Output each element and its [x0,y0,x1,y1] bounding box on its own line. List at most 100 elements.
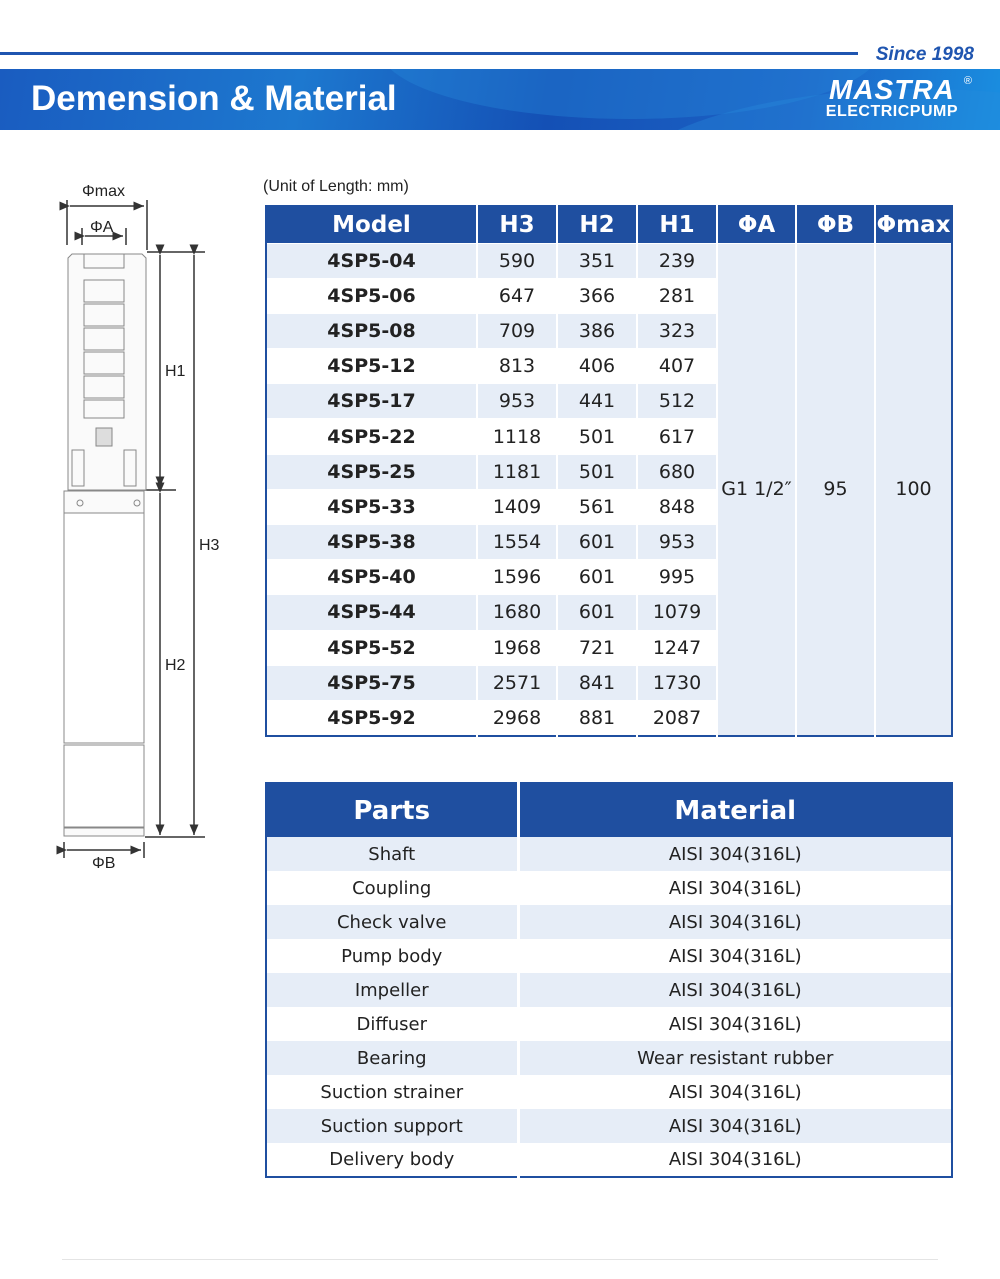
part-cell: Suction strainer [320,1081,464,1103]
table-row: 4SP5-17 953 441 512 [266,383,952,419]
shared-phi-max-cell: 100 [874,242,952,736]
col-header: H3 [476,206,557,243]
table-row: Suction support AISI 304(316L) [266,1109,952,1143]
table-row: 4SP5-33 1409 561 848 [266,488,952,525]
value-cell: 881 [556,699,637,736]
value-cell: 1409 [476,488,557,525]
value-cell: 406 [556,348,637,384]
table-row: Check valve AISI 304(316L) [266,905,952,939]
table-row: 4SP5-12 813 406 407 [266,348,952,384]
shared-phi-b-cell: 95 [795,242,875,736]
value-cell: 386 [556,312,637,349]
value-cell: 953 [636,523,717,560]
col-header: H1 [636,206,717,243]
value-cell: 1554 [476,523,557,560]
shared-phi-a-cell: G1 1/2″ [716,242,796,736]
part-cell: Shaft [266,837,518,871]
model-cell: 4SP5-44 [266,594,477,631]
model-cell: 4SP5-08 [266,312,477,349]
material-cell: AISI 304(316L) [516,905,952,939]
table-row: 4SP5-25 1181 501 680 [266,453,952,490]
part-cell: Pump body [341,945,443,967]
since-label: Since 1998 [875,44,974,65]
value-cell: 1968 [476,629,557,666]
phi-a-label: ΦA [90,219,114,236]
model-cell: 4SP5-92 [266,699,477,736]
value-cell: 709 [476,312,557,349]
table-row: Bearing Wear resistant rubber [266,1041,952,1075]
header-rule [0,52,858,55]
value-cell: 1079 [636,594,717,631]
material-table: Parts Material Shaft AISI 304(316L) Coupli… [265,782,953,1178]
value-cell: 680 [636,453,717,490]
model-cell: 4SP5-17 [266,383,477,419]
table-row: Diffuser AISI 304(316L) [266,1007,952,1041]
table-row: 4SP5-40 1596 601 995 [266,559,952,595]
h1-label: H1 [165,363,186,380]
table-row: 4SP5-92 2968 881 2087 [266,699,952,736]
material-cell: AISI 304(316L) [516,1075,952,1109]
value-cell: 1181 [476,453,557,490]
material-cell: AISI 304(316L) [516,939,952,973]
table-row: 4SP5-44 1680 601 1079 [266,594,952,631]
col-header: Material [516,783,952,837]
col-header: H2 [556,206,637,243]
col-header: Φmax [874,206,952,243]
model-cell: 4SP5-04 [266,242,477,279]
value-cell: 281 [636,277,717,314]
table-row: Shaft AISI 304(316L) [266,837,952,871]
value-cell: 848 [636,488,717,525]
model-cell: 4SP5-75 [266,664,477,701]
part-cell: Check valve [266,905,518,939]
value-cell: 1118 [476,418,557,455]
part-cell: Bearing [266,1041,518,1075]
h3-label: H3 [199,537,220,554]
page-title: Demension & Material [31,79,397,118]
value-cell: 995 [636,559,717,595]
phi-max-label: Φmax [82,183,125,200]
value-cell: 501 [556,418,637,455]
table-row: Delivery body AISI 304(316L) [266,1143,952,1177]
dimension-table: Model H3 H2 H1 ΦA ΦB Φmax 4SP5-04 590 351 2… [265,205,953,737]
value-cell: 601 [556,594,637,631]
value-cell: 239 [636,242,717,279]
value-cell: 601 [556,559,637,595]
part-cell: Coupling [352,877,432,899]
model-cell: 4SP5-22 [266,418,477,455]
value-cell: 1596 [476,559,557,595]
table-row: 4SP5-75 2571 841 1730 [266,664,952,701]
model-cell: 4SP5-25 [266,453,477,490]
value-cell: 1247 [636,629,717,666]
value-cell: 351 [556,242,637,279]
material-cell: Wear resistant rubber [516,1041,952,1075]
logo-mark: MASTRA [829,74,955,105]
value-cell: 590 [476,242,557,279]
col-header: Model [266,206,477,243]
table-row: 4SP5-38 1554 601 953 [266,523,952,560]
value-cell: 561 [556,488,637,525]
model-cell: 4SP5-06 [266,277,477,314]
value-cell: 512 [636,383,717,419]
footer-divider [62,1259,938,1260]
h2-label: H2 [165,657,186,674]
value-cell: 1680 [476,594,557,631]
table-row: Pump body AISI 304(316L) [266,939,952,973]
col-header: Parts [266,783,518,837]
value-cell: 366 [556,277,637,314]
part-cell: Impeller [266,973,518,1007]
value-cell: 501 [556,453,637,490]
value-cell: 953 [476,383,557,419]
value-cell: 2968 [476,699,557,736]
model-cell: 4SP5-40 [266,559,477,595]
model-cell: 4SP5-38 [266,523,477,560]
material-cell: AISI 304(316L) [516,1109,952,1143]
model-cell: 4SP5-12 [266,348,477,384]
pump-diagram [56,200,205,858]
value-cell: 323 [636,312,717,349]
col-header: ΦB [795,206,875,243]
unit-note: (Unit of Length: mm) [263,178,409,195]
value-cell: 1730 [636,664,717,701]
value-cell: 721 [556,629,637,666]
value-cell: 2087 [636,699,717,736]
table-row: 4SP5-22 1118 501 617 [266,418,952,455]
